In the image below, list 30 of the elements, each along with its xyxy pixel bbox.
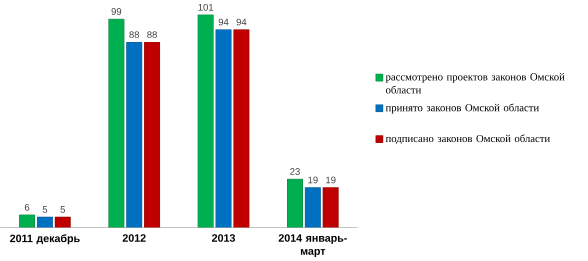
legend-label: рассмотрено проектов законов Омской области [386, 73, 565, 94]
bar [198, 14, 214, 228]
bar [19, 214, 36, 228]
data-label: 94 [218, 18, 229, 26]
data-label: 88 [129, 31, 140, 38]
legend-label: подписано законов Омской области [386, 134, 550, 144]
data-label: 5 [42, 206, 48, 213]
legend-label: принято законов Омской области [386, 104, 539, 114]
bar [233, 29, 250, 228]
bar [108, 18, 124, 228]
x-tick-label: 2011 декабрь [10, 234, 80, 244]
data-label: 99 [112, 8, 122, 15]
data-label: 23 [290, 168, 300, 175]
x-tick-label: 2013 [212, 234, 236, 242]
bar [126, 42, 142, 228]
data-label: 19 [326, 176, 336, 184]
bar [144, 42, 160, 228]
bar [304, 187, 321, 228]
bar [36, 216, 53, 228]
x-tick-label: 2012 [122, 234, 146, 242]
bar [322, 187, 339, 228]
data-label: 5 [60, 206, 65, 213]
data-label: 19 [308, 176, 318, 184]
bar [287, 178, 303, 228]
data-label: 6 [24, 204, 30, 211]
data-label: 101 [198, 4, 214, 11]
bar [216, 29, 232, 228]
data-label: 88 [147, 31, 157, 38]
data-label: 94 [236, 18, 246, 26]
x-tick-label: 2014 январь-март [278, 234, 347, 257]
